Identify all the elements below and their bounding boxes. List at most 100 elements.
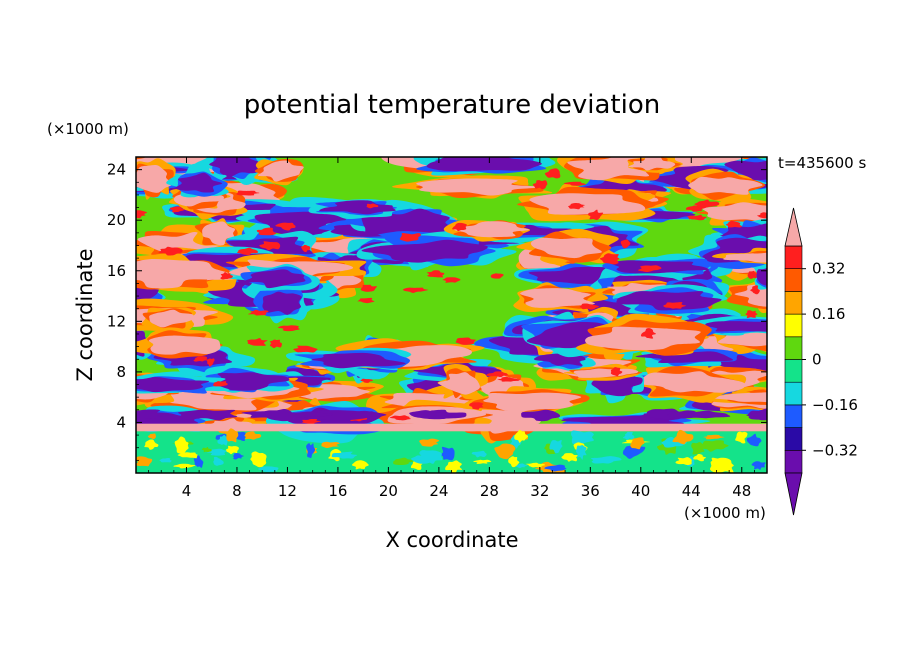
cold-anomaly <box>616 291 722 311</box>
mixed-layer-patch <box>440 446 455 461</box>
red-patch <box>745 310 758 319</box>
x-tick-label: 4 <box>182 482 192 500</box>
cold-anomaly <box>136 377 210 393</box>
red-patch <box>620 239 631 249</box>
warm-anomaly <box>454 221 530 238</box>
y-tick-label: 20 <box>107 211 126 229</box>
warm-anomaly <box>416 178 546 196</box>
mixed-layer-patch <box>675 457 692 465</box>
mixed-layer-patch <box>236 431 247 442</box>
red-patch <box>237 247 258 256</box>
mixed-layer-patch <box>508 456 520 468</box>
red-patch <box>248 309 269 316</box>
red-patch <box>158 246 183 256</box>
red-patch <box>610 367 623 377</box>
mixed-layer-patch <box>703 434 725 440</box>
mixed-layer-patch <box>590 456 622 464</box>
red-patch <box>293 345 318 353</box>
mixed-layer-patch <box>672 429 694 445</box>
mixed-layer-patch <box>213 456 224 466</box>
red-patch <box>757 212 767 219</box>
colorbar-label: 0.32 <box>812 260 845 278</box>
x-tick-label: 12 <box>278 482 297 500</box>
colorbar-bin <box>784 313 803 338</box>
mixed-layer-patch <box>525 462 546 468</box>
mixed-layer-patch <box>509 434 522 449</box>
cold-anomaly <box>244 269 306 289</box>
red-patch <box>278 325 300 332</box>
red-patch <box>497 376 520 382</box>
cold-anomaly <box>724 160 767 181</box>
mixed-layer-patch <box>174 436 189 454</box>
inversion-cold <box>409 410 454 420</box>
x-tick-label: 48 <box>732 482 751 500</box>
mixed-layer-patch <box>206 448 227 456</box>
mixed-layer-patch <box>699 440 729 452</box>
mixed-layer-patch <box>177 452 199 458</box>
y-tick-label: 16 <box>107 262 126 280</box>
mixed-layer-patch <box>514 429 529 443</box>
inversion-cold <box>751 411 767 419</box>
mixed-layer-patch <box>232 453 244 460</box>
warm-anomaly <box>520 288 595 308</box>
mixed-layer-patch <box>570 430 594 445</box>
red-patch <box>532 180 548 190</box>
cold-anomaly <box>705 321 767 332</box>
red-patch <box>694 199 720 209</box>
warm-anomaly <box>149 309 195 328</box>
red-patch <box>236 190 260 196</box>
mixed-layer-patch <box>351 460 369 470</box>
mixed-layer-patch <box>575 445 587 460</box>
colorbar-label: −0.16 <box>812 396 858 414</box>
mixed-layer-patch <box>751 461 766 470</box>
mixed-layer-patch <box>691 442 705 455</box>
mixed-layer-patch <box>258 466 279 472</box>
red-patch <box>169 206 185 213</box>
time-label: t=435600 s <box>778 154 866 172</box>
mixed-layer-patch <box>411 453 436 464</box>
mixed-layer-patch <box>147 433 156 440</box>
mixed-layer-patch <box>136 456 153 467</box>
mixed-layer-patch <box>515 463 528 469</box>
x-tick-label: 40 <box>631 482 650 500</box>
cold-anomaly <box>262 291 302 315</box>
red-patch <box>136 210 147 219</box>
mixed-layer-patch <box>561 453 579 462</box>
warm-anomaly <box>530 237 602 259</box>
x-tick-label: 32 <box>530 482 549 500</box>
warm-anomaly <box>702 202 767 223</box>
mixed-layer-patch <box>193 455 204 468</box>
warm-anomaly <box>529 193 646 215</box>
red-patch <box>638 265 662 273</box>
warm-anomaly <box>688 176 763 195</box>
cold-anomaly <box>361 239 488 263</box>
mixed-layer-patch <box>173 463 197 469</box>
cold-anomaly <box>319 200 396 215</box>
inversion-cold <box>304 410 372 421</box>
red-patch <box>259 241 281 251</box>
cold-anomaly <box>426 157 542 172</box>
colorbar-bin <box>784 381 803 406</box>
mixed-layer-patch <box>201 446 212 453</box>
red-patch <box>193 356 208 362</box>
red-patch <box>426 270 445 278</box>
x-axis-label: X coordinate <box>385 528 518 552</box>
warm-anomaly <box>136 259 229 289</box>
mixed-layer-patch <box>746 433 762 447</box>
red-patch <box>663 302 687 309</box>
mixed-layer-patch <box>473 459 492 464</box>
red-patch <box>579 303 600 310</box>
inversion-cold <box>667 410 699 419</box>
mixed-layer-patch <box>471 450 487 458</box>
red-patch <box>490 273 504 279</box>
red-patch <box>360 284 378 292</box>
warm-anomaly <box>148 335 221 355</box>
mixed-layer-patch <box>623 431 635 440</box>
mixed-layer-patch <box>306 443 316 458</box>
warm-anomaly <box>438 372 480 395</box>
mixed-layer-patch <box>226 428 239 443</box>
red-patch <box>687 214 707 221</box>
red-patch <box>747 270 758 279</box>
colorbar-bin <box>784 268 803 292</box>
red-patch <box>275 222 296 231</box>
